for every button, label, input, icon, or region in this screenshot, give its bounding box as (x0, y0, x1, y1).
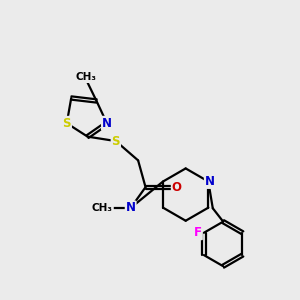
Text: S: S (112, 135, 120, 148)
Text: N: N (126, 202, 136, 214)
Text: N: N (205, 175, 215, 188)
Text: O: O (172, 181, 182, 194)
Text: N: N (102, 117, 112, 130)
Text: CH₃: CH₃ (76, 72, 97, 82)
Text: CH₃: CH₃ (92, 203, 113, 213)
Text: F: F (194, 226, 202, 239)
Text: S: S (62, 117, 71, 130)
